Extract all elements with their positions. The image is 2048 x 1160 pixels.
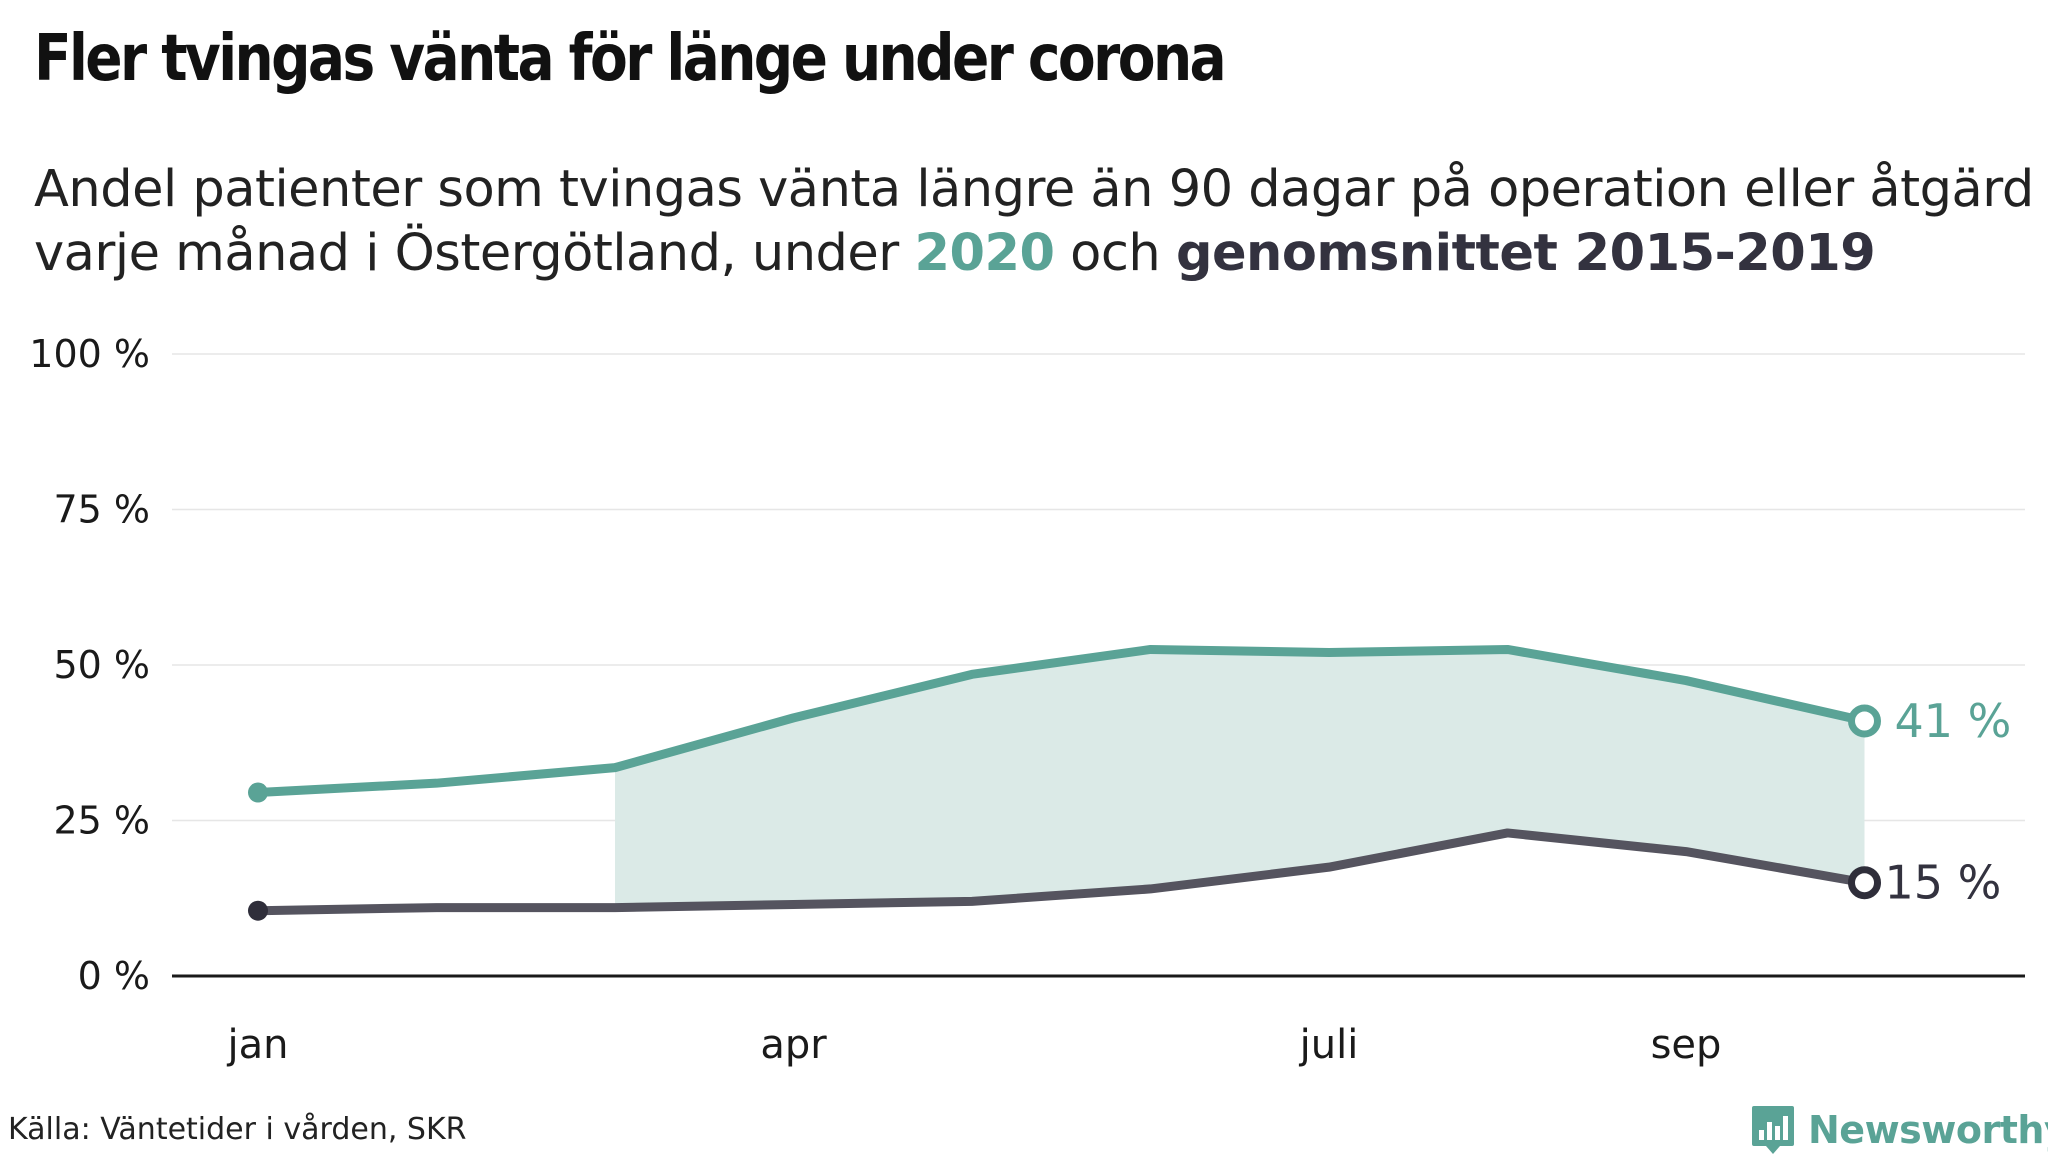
end-value-labels: 41 % 15 % <box>1885 694 2012 910</box>
logo-text: Newsworthy <box>1808 1108 2048 1152</box>
subtitle-line-2: varje månad i Östergötland, under 2020 o… <box>34 222 2034 286</box>
y-tick-label: 75 % <box>53 488 150 532</box>
end-label-average: 15 % <box>1885 856 2002 910</box>
chart-subtitle: Andel patienter som tvingas vänta längre… <box>34 158 2034 286</box>
y-tick-label: 100 % <box>29 332 150 376</box>
series-points <box>248 704 1881 921</box>
subtitle-middle: och <box>1054 224 1176 283</box>
newsworthy-logo: Newsworthy <box>1750 1100 2048 1160</box>
bar-chart-badge-icon <box>1752 1106 1794 1154</box>
x-tick-label: sep <box>1651 1022 1722 1068</box>
end-label-2020: 41 % <box>1895 694 2012 748</box>
series-line-average <box>253 828 1869 916</box>
x-tick-label: juli <box>1299 1022 1359 1068</box>
subtitle-line-1: Andel patienter som tvingas vänta längre… <box>34 160 2034 219</box>
subtitle-prefix: varje månad i Östergötland, under <box>34 224 915 283</box>
y-tick-label: 25 % <box>53 799 150 843</box>
chart-title: Fler tvingas vänta för länge under coron… <box>34 22 1227 96</box>
point-average-start <box>248 900 268 921</box>
legend-2020: 2020 <box>914 224 1055 283</box>
point-average-end <box>1848 866 1881 900</box>
line-chart: 0 % 25 % 50 % 75 % 100 % jan apr juli sep 41 % 1… <box>29 332 2025 1068</box>
source-note: Källa: Väntetider i vården, SKR <box>8 1112 467 1147</box>
difference-area <box>615 649 1865 908</box>
point-2020-start <box>248 782 268 803</box>
legend-average: genomsnittet 2015-2019 <box>1175 224 1876 283</box>
series-line-2020 <box>253 644 1869 798</box>
x-tick-label: jan <box>227 1022 289 1068</box>
x-axis-tick-labels: jan apr juli sep <box>227 1022 1722 1068</box>
x-tick-label: apr <box>760 1022 827 1068</box>
point-2020-end <box>1848 704 1881 738</box>
y-axis-tick-labels: 0 % 25 % 50 % 75 % 100 % <box>29 332 150 998</box>
y-tick-label: 50 % <box>53 643 150 687</box>
y-tick-label: 0 % <box>78 954 150 998</box>
